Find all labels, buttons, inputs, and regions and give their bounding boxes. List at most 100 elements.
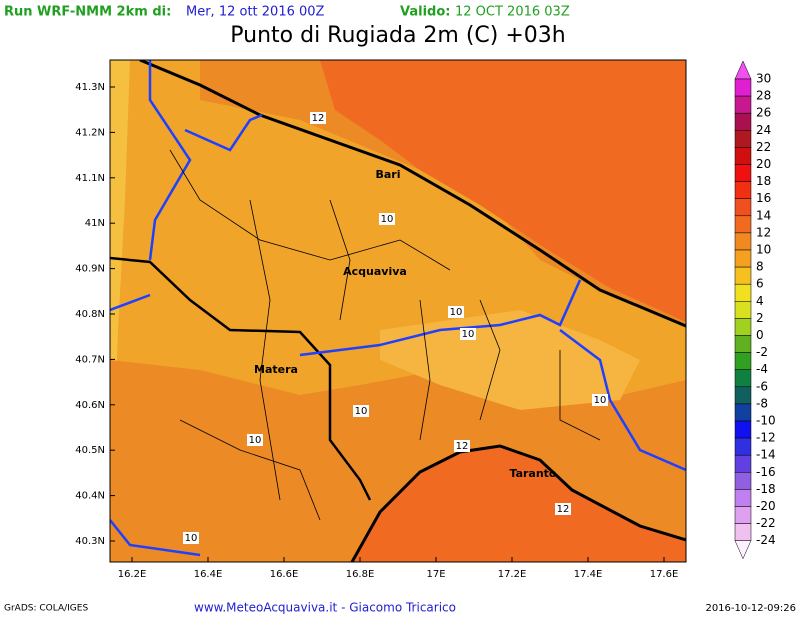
contour-label-box [247,434,263,446]
colorbar-box [734,437,752,456]
coastline [139,60,686,328]
contour-label-box [454,440,470,452]
city-label: Taranto [509,467,556,480]
colorbar-label: 24 [756,123,771,137]
colorbar-label: 26 [756,106,771,120]
colorbar-label: -4 [756,362,768,376]
colorbar-box [734,78,752,97]
city-label: Bari [375,168,400,181]
lat-label: 40.3N [75,536,105,547]
lon-label: 16.4E [194,569,223,580]
colorbar-box [734,403,752,422]
valid-date: 12 OCT 2016 03Z [455,5,570,20]
city-label: Matera [254,363,298,376]
lat-label: 41.2N [75,127,105,138]
contour-label: 12 [312,113,325,124]
colorbar-box [734,232,752,251]
colorbar-box [734,318,752,336]
colorbar-cap [734,60,752,80]
adriatic-sea [320,60,686,322]
contour-label: 10 [594,395,607,406]
contour-label-box [353,405,369,417]
colorbar-box [734,283,752,302]
colorbar-box [734,523,752,541]
colorbar-box [734,506,752,524]
colorbar-label: -10 [756,414,776,428]
contour-label-box [592,394,608,406]
colorbar-box [734,95,752,114]
colorbar-box [734,249,752,268]
lon-label: 17.2E [498,569,527,580]
colorbar-box [734,369,752,388]
valid-label: Valido: [400,5,450,20]
colorbar-cap [734,540,752,560]
colorbar-label: -2 [756,345,768,359]
colorbar-box [734,164,752,182]
lat-label: 40.9N [75,264,105,275]
lon-label: 16.6E [270,569,299,580]
colorbar-label: 16 [756,191,771,205]
city-label: Acquaviva [343,265,407,278]
lat-label: 40.5N [75,445,105,456]
colorbar-label: -16 [756,465,776,479]
colorbar-box [734,198,752,217]
contour-label-box [183,532,199,544]
footer-left: GrADS: COLA/IGES [4,604,88,614]
colorbar-label: 2 [756,311,764,325]
colorbar-label: -14 [756,448,776,462]
colorbar-box [734,335,752,353]
colorbar-label: 28 [756,89,771,103]
colorbar-label: -12 [756,431,776,445]
colorbar-box [734,420,752,439]
colorbar-box [734,147,752,165]
colorbar-label: -6 [756,379,768,393]
border [110,60,201,557]
colorbar-label: 20 [756,157,771,171]
lon-label: 17E [426,569,445,580]
colorbar-box [734,454,752,473]
colorbar-box [734,112,752,131]
contour-label: 10 [462,329,475,340]
colorbar-box [734,215,752,234]
coastline [350,444,686,562]
municipal-lines [169,149,601,521]
map [109,59,687,563]
colorbar-box [734,130,752,148]
colorbar-label: 18 [756,174,771,188]
colorbar-label: -24 [756,533,776,547]
footer-right: 2016-10-12-09:26 [705,603,796,614]
colorbar-label: 14 [756,208,771,222]
contour-label: 10 [355,406,368,417]
colorbar-box [734,386,752,405]
colorbar-label: -8 [756,396,768,410]
lat-label: 40.4N [75,491,105,502]
colorbar-label: 6 [756,277,764,291]
colorbar: 302826242220181614121086420-2-4-6-8-10-1… [734,60,776,560]
light-strip [110,60,130,560]
colorbar-box [734,181,752,199]
colorbar-label: 8 [756,260,764,274]
lon-label: 17.6E [650,569,679,580]
run-label: Run WRF-NMM 2km di: [4,5,171,20]
contour-label: 10 [185,533,198,544]
contour-label: 10 [381,214,394,225]
run-date: Mer, 12 ott 2016 00Z [186,5,325,20]
border [110,256,372,501]
colorbar-box [734,266,752,285]
contour-label: 10 [450,307,463,318]
colorbar-label: -20 [756,499,776,513]
contour-label: 12 [456,441,469,452]
lon-label: 16.8E [346,569,375,580]
lat-label: 40.8N [75,309,105,320]
colorbar-label: 12 [756,225,771,239]
contour-label-box [460,328,476,340]
lat-label: 41.1N [75,173,105,184]
contour-label-box [310,112,326,124]
title: Punto di Rugiada 2m (C) +03h [230,23,565,48]
colorbar-box [734,489,752,507]
colorbar-label: 10 [756,243,771,257]
border [184,113,686,472]
colorbar-label: -22 [756,516,776,530]
contour-label-box [555,503,571,515]
